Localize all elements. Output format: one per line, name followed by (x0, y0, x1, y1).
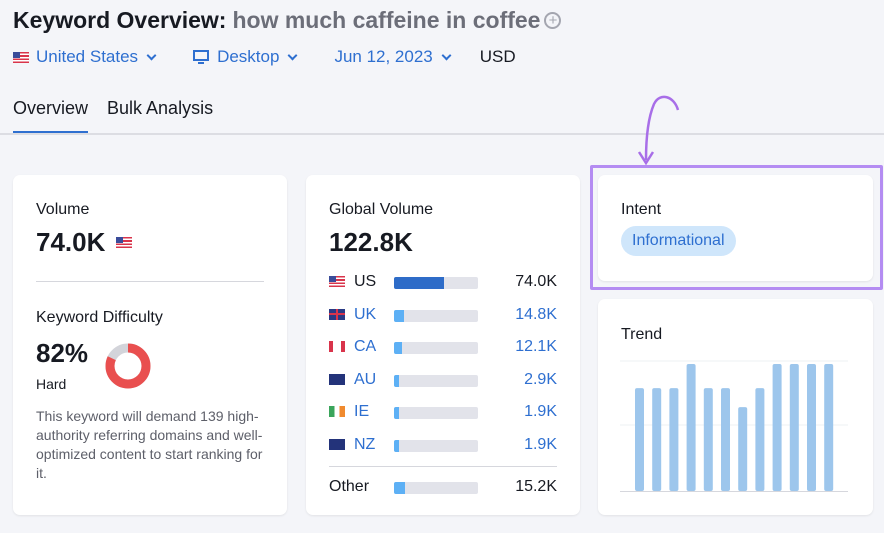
trend-bar (686, 364, 696, 491)
trend-bar (669, 388, 679, 491)
tabs-divider (0, 133, 884, 135)
chevron-down-icon (146, 50, 157, 60)
trend-bar (652, 388, 662, 491)
ie-flag-icon (329, 406, 345, 417)
trend-bar (824, 364, 834, 491)
share-bar-fill (394, 407, 400, 419)
share-bar (394, 407, 478, 419)
page-title: Keyword Overview: how much caffeine in co… (13, 7, 562, 34)
uk-flag-icon (329, 308, 345, 320)
country-row-ca: CA 12.1K (329, 338, 557, 358)
date-dropdown[interactable]: Jun 12, 2023 (334, 47, 452, 67)
volume-number: 74.0K (36, 227, 106, 257)
intent-badge[interactable]: Informational (621, 226, 736, 256)
share-bar (394, 309, 478, 322)
other-label: Other (329, 478, 370, 495)
us-flag-icon (115, 237, 132, 248)
tab-bulk-analysis[interactable]: Bulk Analysis (107, 98, 214, 118)
other-value: 15.2K (515, 478, 557, 495)
trend-bar (772, 364, 782, 491)
global-volume-label: Global Volume (329, 201, 434, 218)
divider (329, 466, 557, 467)
trend-chart (620, 360, 848, 492)
trend-bar (755, 388, 765, 491)
difficulty-donut (105, 343, 151, 389)
country-code[interactable]: CA (354, 338, 377, 355)
date-label: Jun 12, 2023 (334, 47, 433, 66)
trend-bar (738, 407, 748, 491)
country-dropdown[interactable]: United States (13, 47, 157, 67)
trend-label: Trend (621, 326, 663, 343)
country-value[interactable]: 14.8K (515, 305, 557, 323)
arrow-annotation-icon (637, 95, 680, 166)
trend-card: Trend (598, 299, 873, 515)
share-bar-fill (394, 439, 400, 452)
filters-bar: United States Desktop Jun 12, 2023 USD (13, 47, 516, 67)
country-row-uk: UK 14.8K (329, 306, 557, 326)
difficulty-description: This keyword will demand 139 high-author… (36, 408, 263, 481)
volume-label: Volume (36, 201, 90, 218)
share-bar (394, 342, 478, 354)
intent-card: Intent Informational (598, 175, 873, 281)
share-bar-fill (394, 309, 405, 322)
intent-highlight-frame (590, 165, 883, 290)
divider (36, 281, 264, 282)
device-label: Desktop (217, 47, 280, 66)
country-row-us: US 74.0K (329, 273, 557, 293)
share-bar (394, 482, 478, 494)
country-code[interactable]: UK (354, 305, 377, 323)
trend-bar (635, 388, 644, 491)
tab-overview[interactable]: Overview (13, 98, 89, 134)
nz-flag-icon (329, 438, 345, 450)
share-bar (394, 374, 478, 387)
share-bar-fill (394, 277, 445, 289)
tabs: Overview Bulk Analysis (13, 98, 213, 134)
plus-circle-icon[interactable]: + (544, 12, 562, 29)
difficulty-value: 82% (36, 338, 89, 368)
country-row-ie: IE 1.9K (329, 403, 557, 423)
country-row-au: AU 2.9K (329, 371, 557, 391)
title-label: Keyword Overview: (13, 7, 227, 33)
country-code[interactable]: US (354, 273, 377, 290)
country-code[interactable]: NZ (354, 435, 376, 453)
trend-bar (807, 364, 816, 491)
share-bar (394, 277, 478, 289)
difficulty-donut-fill (105, 343, 151, 389)
currency-label: USD (479, 47, 516, 66)
volume-value: 74.0K (36, 227, 139, 258)
country-label: United States (36, 47, 139, 66)
country-row-other: Other 15.2K (329, 478, 557, 498)
au-flag-icon (329, 373, 345, 385)
country-row-nz: NZ 1.9K (329, 436, 557, 456)
country-value[interactable]: 74.0K (515, 273, 557, 290)
global-volume-card: Global Volume 122.8K Other 15.2K US 74.0K U… (306, 175, 580, 515)
country-value[interactable]: 1.9K (524, 435, 557, 453)
keyword: how much caffeine in coffee (232, 7, 541, 33)
global-volume-value: 122.8K (329, 227, 413, 257)
country-value[interactable]: 1.9K (524, 403, 557, 420)
desktop-icon (193, 49, 210, 64)
intent-label: Intent (621, 201, 662, 218)
share-bar-fill (394, 342, 403, 354)
volume-difficulty-card: Volume 74.0K Keyword Difficulty 82% Hard… (13, 175, 287, 515)
chevron-down-icon (287, 50, 298, 60)
country-code[interactable]: IE (354, 403, 370, 420)
share-bar-fill (394, 374, 400, 387)
trend-bar (703, 388, 713, 491)
difficulty-level: Hard (36, 376, 67, 392)
us-flag-icon (13, 51, 29, 63)
us-flag-icon (329, 276, 345, 287)
country-value[interactable]: 12.1K (515, 338, 557, 355)
trend-bar (721, 388, 730, 491)
share-bar (394, 439, 478, 452)
difficulty-label: Keyword Difficulty (36, 309, 163, 326)
share-bar-fill (394, 482, 405, 494)
chevron-down-icon (441, 50, 452, 60)
country-code[interactable]: AU (354, 370, 377, 388)
device-dropdown[interactable]: Desktop (193, 47, 298, 67)
country-value[interactable]: 2.9K (524, 370, 557, 388)
trend-bar (789, 364, 799, 491)
ca-flag-icon (329, 341, 345, 352)
